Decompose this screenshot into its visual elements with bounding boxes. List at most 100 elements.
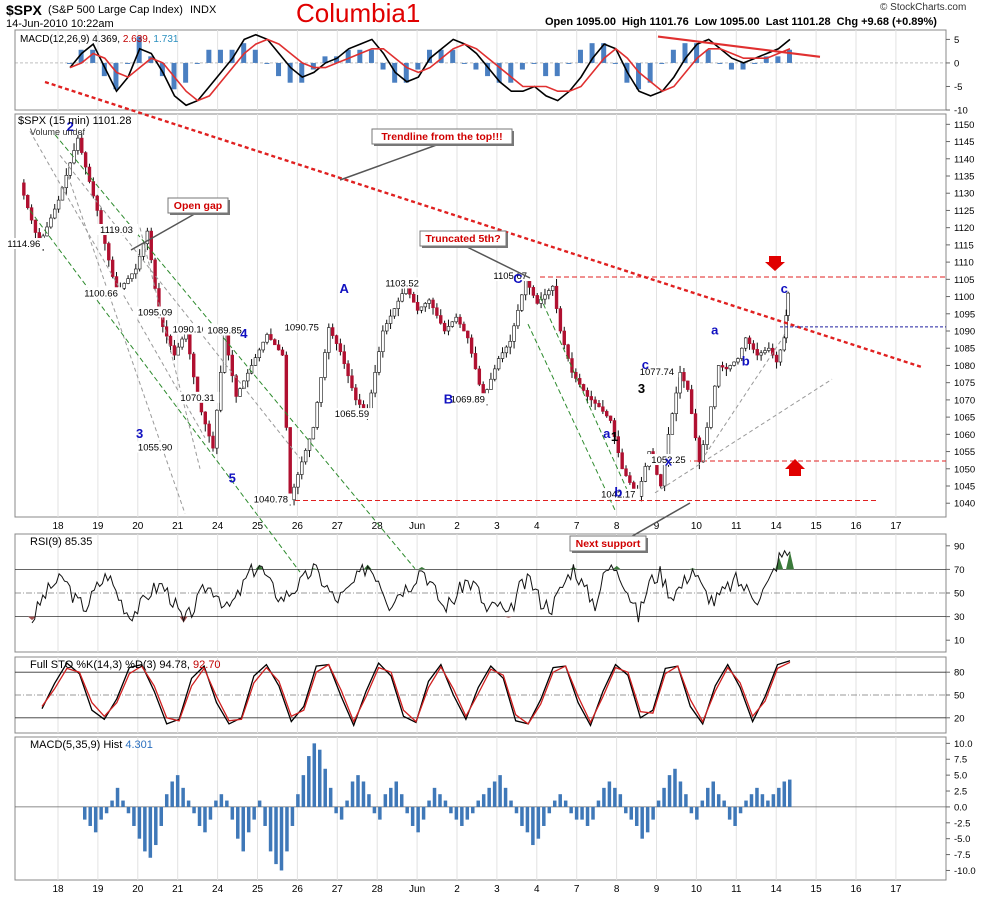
price-bar-body xyxy=(238,388,242,397)
price-bar-body xyxy=(585,390,590,397)
macd-top-legend-part: 2.639, xyxy=(120,34,151,45)
price-bar-body xyxy=(535,295,539,304)
x-tick-label: 25 xyxy=(252,521,264,532)
x-tick-label: 2 xyxy=(454,884,460,895)
price-bar-body xyxy=(705,427,709,445)
y-tick-label: 1095 xyxy=(954,309,975,320)
hist-bar xyxy=(624,806,628,814)
x-tick-label: 7 xyxy=(574,884,580,895)
hist-bar xyxy=(394,781,399,807)
macd-hist-bar xyxy=(496,62,502,83)
macd-hist-bar xyxy=(519,62,525,70)
stockcharts-watermark: © StockCharts.com xyxy=(880,2,967,13)
price-bar-body xyxy=(697,437,702,463)
price-bar-body xyxy=(296,474,300,488)
hist-bar xyxy=(542,806,546,826)
price-bar-body xyxy=(49,217,53,228)
hist-bar xyxy=(782,781,787,807)
ticker-title: $SPX xyxy=(6,2,42,18)
price-bar-body xyxy=(743,337,748,349)
price-bar-body xyxy=(520,294,524,311)
hist-bar xyxy=(634,806,639,826)
hist-bar xyxy=(738,806,743,814)
macd-hist-bar xyxy=(508,62,514,83)
price-bar-body xyxy=(396,300,400,309)
price-bar-body xyxy=(327,327,331,353)
wave-label: a xyxy=(603,426,611,441)
hist-bar xyxy=(372,806,377,814)
price-bar-body xyxy=(608,415,613,421)
y-tick-label: 1085 xyxy=(954,344,975,355)
price-bar-body xyxy=(319,377,323,403)
wave-channel-line xyxy=(29,130,206,439)
price-bar-body xyxy=(581,384,586,391)
rsi-overbought-fill xyxy=(786,551,794,570)
price-label: 1070.31 xyxy=(180,393,214,404)
price-bar-body xyxy=(300,461,304,475)
x-tick-label: 10 xyxy=(691,521,703,532)
price-bar-body xyxy=(350,375,354,389)
hist-bar xyxy=(514,806,519,814)
hist-bar xyxy=(755,787,759,807)
macd-hist-bar xyxy=(299,62,305,83)
price-bar-body xyxy=(303,450,308,463)
macd-hist-bar xyxy=(159,62,165,77)
hist-bar xyxy=(307,756,311,807)
hist-bar xyxy=(678,781,683,807)
price-bar-body xyxy=(207,423,211,437)
macd-hist-bar xyxy=(101,62,107,77)
price-bar-body xyxy=(412,293,416,303)
hist-bar xyxy=(132,806,136,826)
price-label: 1065.59 xyxy=(335,409,369,420)
rsi-overbought-fill xyxy=(309,568,318,570)
hist-bar xyxy=(651,806,655,820)
hist-bar xyxy=(788,779,792,807)
wave-label: A xyxy=(340,281,350,296)
stoch-legend-part: 92.70 xyxy=(190,659,221,671)
hist-bar xyxy=(432,787,437,807)
wave-label: 1 xyxy=(611,429,618,444)
hist-bar xyxy=(487,787,491,807)
price-bar-body xyxy=(728,365,732,370)
y-tick-label: 70 xyxy=(954,565,965,576)
price-bar-body xyxy=(153,259,157,289)
hist-bar xyxy=(186,800,191,807)
callout-text: Next support xyxy=(576,538,641,550)
wave-channel-line xyxy=(59,155,301,459)
hist-bar xyxy=(219,794,224,807)
price-bar-body xyxy=(307,438,312,451)
price-bar-body xyxy=(176,346,180,356)
price-bar-body xyxy=(276,344,281,351)
price-bar-body xyxy=(778,349,783,363)
green-channel-line xyxy=(527,323,616,511)
hist-bar xyxy=(214,800,218,807)
y-tick-label: 30 xyxy=(954,612,965,623)
price-label: 1052.25 xyxy=(651,455,685,466)
hist-bar xyxy=(115,787,120,807)
macd-hist-bar xyxy=(183,62,189,83)
macd-hist-bar xyxy=(740,62,746,70)
price-label: 1069.89 xyxy=(451,394,485,405)
macd-hist-bar xyxy=(148,56,154,63)
price-bar-body xyxy=(122,283,126,289)
x-tick-label: 14 xyxy=(771,884,783,895)
x-tick-label: 27 xyxy=(332,884,344,895)
price-bar-body xyxy=(168,335,173,346)
price-bar-body xyxy=(720,365,725,368)
price-bar-body xyxy=(489,378,493,390)
price-bar-body xyxy=(246,372,250,382)
macd-hist-bar xyxy=(450,49,456,63)
price-label: 1089.85 xyxy=(207,326,241,337)
price-bar-body xyxy=(427,299,431,304)
hist-bar xyxy=(263,806,267,826)
price-bar-body xyxy=(68,162,72,176)
price-bar-body xyxy=(149,230,153,261)
macd-hist-bar xyxy=(589,43,595,63)
hist-bar xyxy=(492,781,497,807)
rsi-overbought-fill xyxy=(612,565,621,570)
hist-bar xyxy=(498,775,502,807)
hist-bar xyxy=(99,806,103,820)
hist-bar xyxy=(241,806,245,852)
hist-bar xyxy=(399,794,404,807)
hist-bar xyxy=(645,806,650,833)
